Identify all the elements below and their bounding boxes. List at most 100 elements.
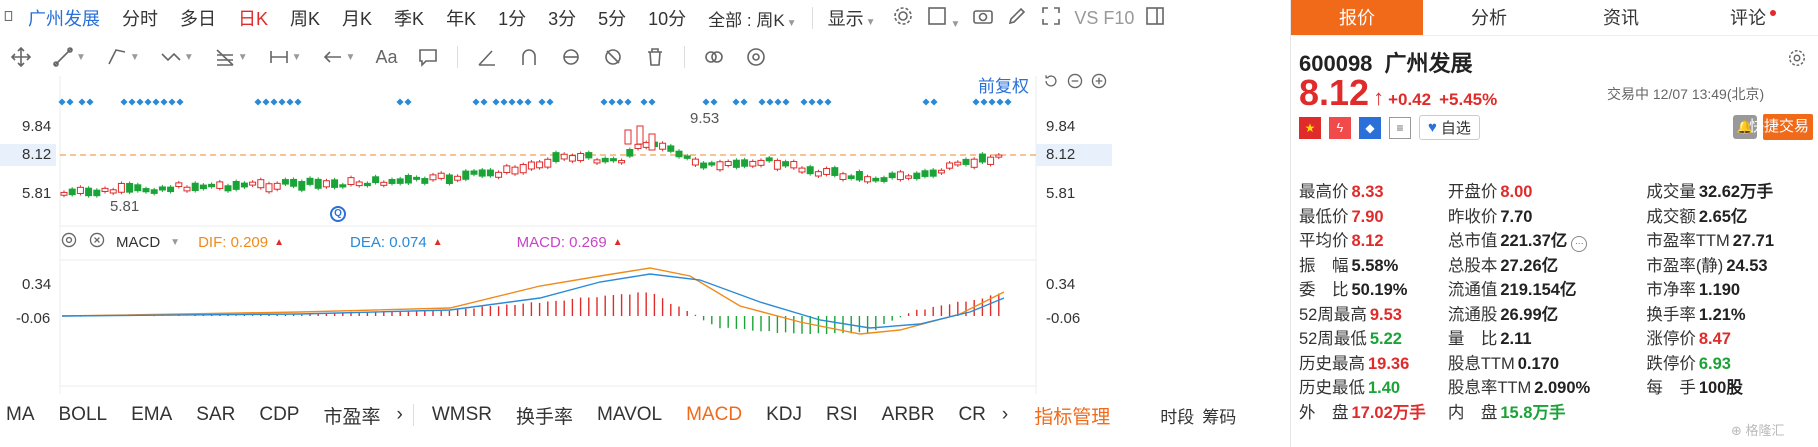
candle[interactable] [921, 170, 929, 177]
candle[interactable] [962, 158, 970, 165]
candle[interactable] [954, 161, 962, 166]
event-diamond-icon[interactable] [824, 98, 832, 106]
candle[interactable] [347, 177, 355, 186]
candle[interactable] [806, 166, 814, 175]
candle[interactable] [782, 161, 790, 167]
drawing-settings-icon[interactable] [735, 46, 777, 68]
tab-yearly-k[interactable]: 年K [446, 9, 477, 29]
event-diamond-icon[interactable] [176, 98, 184, 106]
text-tool-icon[interactable]: Aa [375, 46, 398, 67]
event-diamond-icon[interactable] [710, 98, 718, 106]
angle-tool-icon[interactable] [466, 46, 508, 68]
candle[interactable] [749, 160, 757, 167]
candle[interactable] [814, 171, 822, 177]
event-diamond-icon[interactable] [136, 98, 144, 106]
candle[interactable] [281, 179, 289, 185]
candle[interactable] [724, 161, 732, 167]
event-diamond-icon[interactable] [128, 98, 136, 106]
indicator-settings-icon[interactable] [60, 231, 78, 253]
candle[interactable] [708, 162, 716, 166]
event-diamond-icon[interactable] [524, 98, 532, 106]
event-diamond-icon[interactable] [168, 98, 176, 106]
candle[interactable] [134, 184, 142, 192]
tab-daily-k[interactable]: 日K [238, 9, 269, 29]
candle[interactable] [478, 169, 486, 177]
tab-news[interactable]: 资讯 [1603, 8, 1639, 28]
hide-drawing-icon[interactable] [592, 46, 634, 68]
vs-f10-brand[interactable]: VS F10 [1074, 7, 1135, 28]
candle[interactable] [609, 158, 617, 162]
candle[interactable] [470, 170, 478, 175]
candle[interactable] [331, 179, 339, 188]
candle[interactable] [929, 169, 937, 177]
candle[interactable] [618, 160, 626, 164]
indicator-tab-mavol[interactable]: MAVOL [597, 404, 663, 425]
candle[interactable] [175, 182, 183, 188]
candle[interactable] [191, 182, 199, 192]
event-diamond-icon[interactable] [480, 98, 488, 106]
candle[interactable] [273, 182, 281, 190]
event-diamond-icon[interactable] [508, 98, 516, 106]
candle[interactable] [93, 189, 101, 197]
move-icon[interactable] [0, 46, 42, 68]
candle[interactable] [76, 186, 84, 194]
candle[interactable] [355, 181, 363, 187]
candle[interactable] [544, 158, 552, 168]
candle[interactable] [536, 161, 544, 169]
candle[interactable] [691, 158, 699, 166]
candle[interactable] [380, 181, 388, 186]
candle[interactable] [978, 153, 986, 163]
arrow-tool-icon[interactable]: ▼ [312, 46, 366, 68]
candle[interactable] [585, 152, 593, 159]
indicator-tab-boll[interactable]: BOLL [58, 404, 108, 425]
layout-select-icon[interactable]: ▼ [920, 5, 966, 32]
candle[interactable] [568, 155, 576, 162]
candle[interactable] [913, 172, 921, 180]
adjust-toggle[interactable]: 前复权 [978, 77, 1029, 96]
tab-quarterly-k[interactable]: 季K [394, 9, 425, 29]
indicator-tab-kdj[interactable]: KDJ [766, 404, 802, 425]
candle[interactable] [388, 179, 396, 184]
event-diamond-icon[interactable] [396, 98, 404, 106]
candle[interactable] [257, 179, 265, 189]
candle[interactable] [306, 177, 314, 185]
candle[interactable] [872, 177, 880, 182]
stock-name-link[interactable]: 广州发展 [28, 9, 100, 29]
candle[interactable] [158, 186, 166, 191]
event-diamond-icon[interactable] [988, 98, 996, 106]
candle[interactable] [429, 174, 437, 181]
candle[interactable] [880, 177, 888, 182]
event-diamond-icon[interactable] [648, 98, 656, 106]
candle[interactable] [527, 161, 535, 170]
tab-10min[interactable]: 10分 [648, 9, 687, 29]
candle[interactable] [495, 171, 503, 178]
candle[interactable] [445, 174, 453, 185]
bell-icon[interactable]: 🔔 [1733, 115, 1757, 139]
candle[interactable] [322, 180, 330, 188]
event-diamond-icon[interactable] [1004, 98, 1012, 106]
event-diamond-icon[interactable] [160, 98, 168, 106]
candle[interactable] [552, 152, 560, 162]
candle[interactable] [396, 178, 404, 184]
candle[interactable] [462, 170, 470, 180]
candle[interactable] [208, 183, 216, 188]
indicator-tab-arbr[interactable]: ARBR [881, 404, 935, 425]
candle[interactable] [126, 182, 134, 193]
zoom-out-icon[interactable] [1066, 72, 1084, 95]
candle[interactable] [648, 133, 656, 151]
candle[interactable] [224, 185, 232, 192]
candle[interactable] [85, 187, 93, 197]
candle[interactable] [716, 161, 724, 171]
event-diamond-icon[interactable] [152, 98, 160, 106]
fib-tool-icon[interactable]: ▼ [204, 46, 258, 68]
wave-tool-icon[interactable]: ▼ [150, 46, 204, 68]
candle[interactable] [454, 175, 462, 181]
candle[interactable] [265, 183, 273, 193]
event-diamond-icon[interactable] [78, 98, 86, 106]
indicator-tab-ema[interactable]: EMA [131, 404, 173, 425]
candle[interactable] [659, 142, 667, 150]
indicator-tab-wmsr[interactable]: WMSR [431, 404, 492, 425]
pen-icon[interactable] [1000, 5, 1034, 32]
tab-quote[interactable]: 报价 [1291, 0, 1423, 35]
event-diamond-icon[interactable] [286, 98, 294, 106]
